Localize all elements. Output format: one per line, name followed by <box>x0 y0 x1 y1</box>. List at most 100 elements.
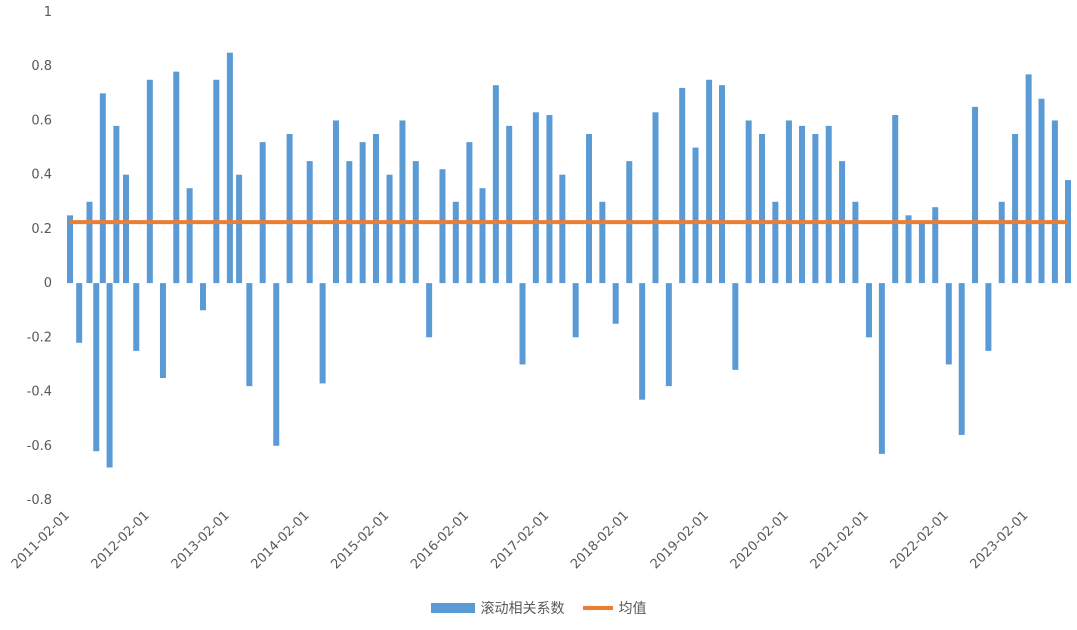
area-mark <box>426 283 433 338</box>
area-mark <box>785 120 792 284</box>
x-tick-label: 2015-02-01 <box>328 508 392 572</box>
area-mark <box>93 283 100 452</box>
legend-swatch-area <box>430 603 475 613</box>
legend-label-mean: 均值 <box>618 601 647 617</box>
area-mark <box>99 93 106 284</box>
y-tick-label: 0.6 <box>31 113 52 128</box>
area-mark <box>332 120 339 284</box>
y-tick-label: 0.4 <box>31 168 52 183</box>
area-mark <box>905 215 912 284</box>
x-tick-label: 2023-02-01 <box>967 508 1031 572</box>
area-mark <box>639 283 646 400</box>
area-mark <box>918 223 925 284</box>
y-tick-label: -0.4 <box>27 385 52 400</box>
area-mark <box>67 215 73 284</box>
area-mark <box>958 283 965 435</box>
area-mark <box>439 169 446 284</box>
area-mark <box>519 283 526 365</box>
area-mark <box>679 87 686 284</box>
area-mark <box>1051 120 1058 284</box>
area-mark <box>718 85 725 284</box>
chart-svg: 1 0.8 0.6 0.4 0.2 0 -0.2 -0.4 -0.6 -0.82011-02-01… <box>9 5 1071 572</box>
x-tick-label: 2013-02-01 <box>169 508 233 572</box>
area-mark <box>652 112 659 284</box>
x-tick-label: 2022-02-01 <box>888 508 952 572</box>
legend: 滚动相关系数 均值 <box>0 598 1077 618</box>
y-tick-label: -0.2 <box>27 330 52 345</box>
area-mark <box>572 283 579 338</box>
area-mark <box>692 147 699 284</box>
area-mark <box>985 283 992 351</box>
y-tick-label: -0.8 <box>27 493 52 508</box>
x-tick-label: 2019-02-01 <box>648 508 712 572</box>
x-tick-label: 2018-02-01 <box>568 508 632 572</box>
area-mark <box>159 283 166 378</box>
area-mark <box>226 52 233 284</box>
legend-item-rolling-corr: 滚动相关系数 <box>430 598 565 618</box>
area-mark <box>972 106 979 284</box>
area-mark <box>799 125 806 284</box>
area-mark <box>246 283 253 387</box>
area-mark <box>86 201 93 284</box>
area-mark <box>113 125 120 284</box>
area-mark <box>825 125 832 284</box>
area-mark <box>772 201 779 284</box>
area-mark <box>1065 180 1071 284</box>
area-mark <box>812 134 819 284</box>
area-mark <box>146 79 153 284</box>
x-tick-label: 2021-02-01 <box>808 508 872 572</box>
area-mark <box>1012 134 1019 284</box>
area-mark <box>213 79 220 284</box>
area-mark <box>599 201 606 284</box>
area-mark <box>865 283 872 338</box>
area-mark <box>665 283 672 387</box>
x-tick-label: 2017-02-01 <box>488 508 552 572</box>
area-mark <box>945 283 952 365</box>
area-mark <box>732 283 739 370</box>
x-tick-label: 2011-02-01 <box>9 508 73 572</box>
x-tick-label: 2012-02-01 <box>89 508 153 572</box>
area-mark <box>386 174 393 284</box>
y-tick-label: 1 <box>44 5 52 20</box>
area-mark <box>892 115 899 284</box>
area-mark <box>586 134 593 284</box>
area-mark <box>559 174 566 284</box>
area-mark <box>878 283 885 454</box>
area-mark <box>286 134 293 284</box>
area-mark <box>259 142 266 284</box>
area-mark <box>852 201 859 284</box>
y-tick-label: 0.8 <box>31 59 52 74</box>
area-mark <box>372 134 379 284</box>
area-mark <box>998 201 1005 284</box>
area-mark <box>319 283 326 384</box>
x-tick-label: 2016-02-01 <box>408 508 472 572</box>
legend-swatch-line <box>582 606 613 610</box>
area-mark <box>466 142 473 284</box>
area-mark <box>1025 74 1032 284</box>
x-tick-label: 2020-02-01 <box>728 508 792 572</box>
x-tick-label: 2014-02-01 <box>249 508 313 572</box>
y-tick-label: 0.2 <box>31 222 52 237</box>
area-mark <box>492 85 499 284</box>
area-mark <box>706 79 713 284</box>
area-mark <box>1038 98 1045 284</box>
area-mark <box>745 120 752 284</box>
area-mark <box>612 283 619 324</box>
area-mark <box>106 283 113 468</box>
area-mark <box>359 142 366 284</box>
y-tick-label: 0 <box>44 276 52 291</box>
area-mark <box>932 207 939 284</box>
area-mark <box>122 174 129 284</box>
area-mark <box>546 115 553 284</box>
legend-label-rolling-corr: 滚动相关系数 <box>480 601 565 617</box>
legend-item-mean: 均值 <box>582 598 647 618</box>
area-mark <box>133 283 140 351</box>
area-mark <box>236 174 243 284</box>
area-mark <box>506 125 513 284</box>
area-mark <box>399 120 406 284</box>
area-mark <box>199 283 206 311</box>
area-mark <box>76 283 83 343</box>
area-mark <box>479 188 486 284</box>
area-mark <box>759 134 766 284</box>
area-mark <box>186 188 193 284</box>
